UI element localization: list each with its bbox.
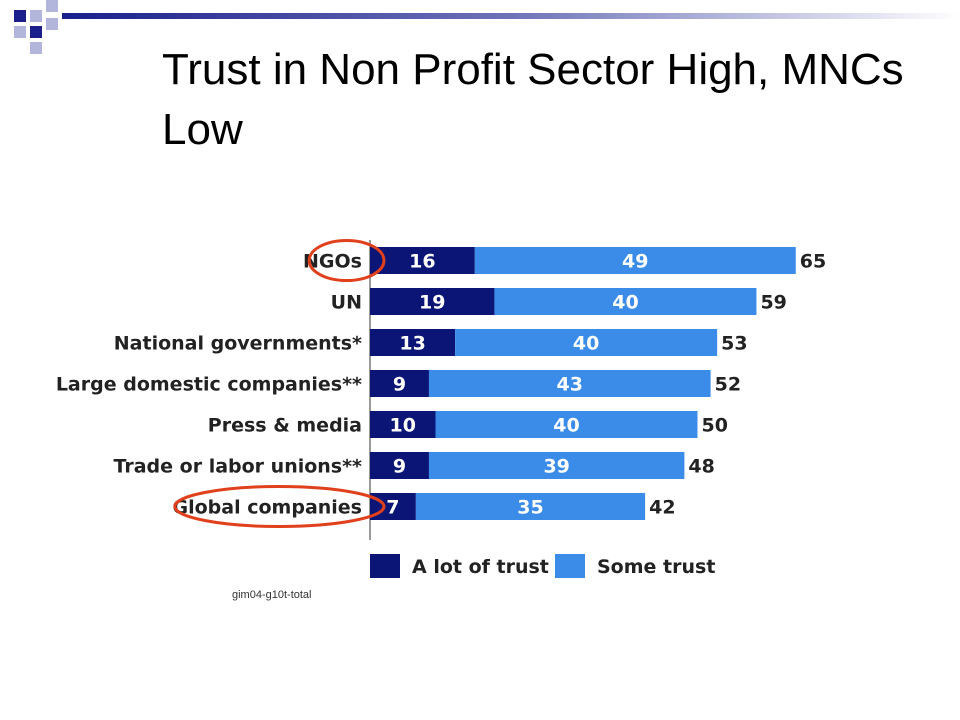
bar-some-trust-global-companies — [415, 493, 646, 520]
value-label-a-lot-of-trust-press-media: 10 — [390, 415, 416, 437]
value-label-some-trust-national-governments: 40 — [573, 333, 599, 355]
bar-a-lot-of-trust-un — [370, 288, 495, 315]
slide-corner-decoration — [14, 0, 58, 54]
category-label-press-media: Press & media — [208, 415, 362, 437]
bar-some-trust-national-governments — [455, 329, 718, 356]
bar-some-trust-ngos — [474, 247, 796, 274]
category-label-un: UN — [331, 292, 362, 314]
total-label-national-governments: 53 — [721, 333, 747, 355]
value-label-some-trust-ngos: 49 — [622, 251, 648, 273]
category-label-national-governments: National governments* — [114, 333, 362, 355]
value-label-some-trust-trade-or-labor-unions: 39 — [543, 456, 569, 478]
value-label-some-trust-global-companies: 35 — [517, 497, 543, 519]
value-label-a-lot-of-trust-global-companies: 7 — [386, 497, 399, 519]
bar-some-trust-trade-or-labor-unions — [428, 452, 685, 479]
bar-some-trust-press-media — [435, 411, 698, 438]
value-label-some-trust-press-media: 40 — [553, 415, 579, 437]
value-label-a-lot-of-trust-large-domestic-companies: 9 — [393, 374, 406, 396]
segment-labels: 16 49 19 40 13 40 9 43 10 40 9 39 7 35 — [386, 251, 648, 519]
deco-square-3 — [46, 0, 58, 12]
legend-label-some-trust: Some trust — [597, 556, 715, 578]
value-label-a-lot-of-trust-trade-or-labor-unions: 9 — [393, 456, 406, 478]
value-label-some-trust-large-domestic-companies: 43 — [557, 374, 583, 396]
legend-label-a-lot-of-trust: A lot of trust — [412, 556, 549, 578]
value-label-a-lot-of-trust-un: 19 — [419, 292, 445, 314]
bar-a-lot-of-trust-trade-or-labor-unions — [370, 452, 429, 479]
category-label-ngos: NGOs — [303, 251, 362, 273]
total-label-un: 59 — [760, 292, 786, 314]
legend-swatch-some-trust — [555, 554, 585, 578]
total-labels: 65 59 53 52 50 48 42 — [649, 251, 826, 519]
bar-a-lot-of-trust-large-domestic-companies — [370, 370, 429, 397]
deco-square-7 — [30, 42, 42, 54]
header-rule — [62, 13, 960, 19]
total-label-large-domestic-companies: 52 — [715, 374, 741, 396]
highlight-circles — [173, 239, 386, 528]
source-note: gim04-g10t-total — [232, 589, 312, 601]
value-label-some-trust-un: 40 — [612, 292, 638, 314]
category-labels: NGOs UN National governments* Large domesti… — [56, 251, 362, 519]
bar-some-trust-large-domestic-companies — [428, 370, 711, 397]
highlight-circle-ngos — [307, 239, 386, 282]
deco-square-6 — [46, 18, 58, 30]
value-label-a-lot-of-trust-national-governments: 13 — [399, 333, 425, 355]
legend: A lot of trust Some trust — [370, 554, 715, 578]
bar-a-lot-of-trust-global-companies — [370, 493, 416, 520]
total-label-ngos: 65 — [800, 251, 826, 273]
bar-some-trust-un — [494, 288, 757, 315]
bar-a-lot-of-trust-national-governments — [370, 329, 456, 356]
bar-a-lot-of-trust-press-media — [370, 411, 436, 438]
legend-swatch-a-lot-of-trust — [370, 554, 400, 578]
slide-title: Trust in Non Profit Sector High, MNCs Lo… — [162, 45, 904, 154]
total-label-global-companies: 42 — [649, 497, 675, 519]
deco-square-1 — [14, 10, 26, 22]
deco-square-2 — [30, 10, 42, 22]
category-label-global-companies: Global companies — [173, 497, 362, 519]
category-label-large-domestic-companies: Large domestic companies** — [56, 374, 362, 396]
total-label-trade-or-labor-unions: 48 — [688, 456, 714, 478]
bar-a-lot-of-trust-ngos — [370, 247, 475, 274]
value-label-a-lot-of-trust-ngos: 16 — [409, 251, 435, 273]
highlight-circle-global-companies — [173, 485, 386, 528]
total-label-press-media: 50 — [702, 415, 728, 437]
deco-square-5 — [30, 26, 42, 38]
bar-group — [370, 247, 796, 520]
category-label-trade-or-labor-unions: Trade or labor unions** — [113, 456, 362, 478]
deco-square-4 — [14, 26, 26, 38]
